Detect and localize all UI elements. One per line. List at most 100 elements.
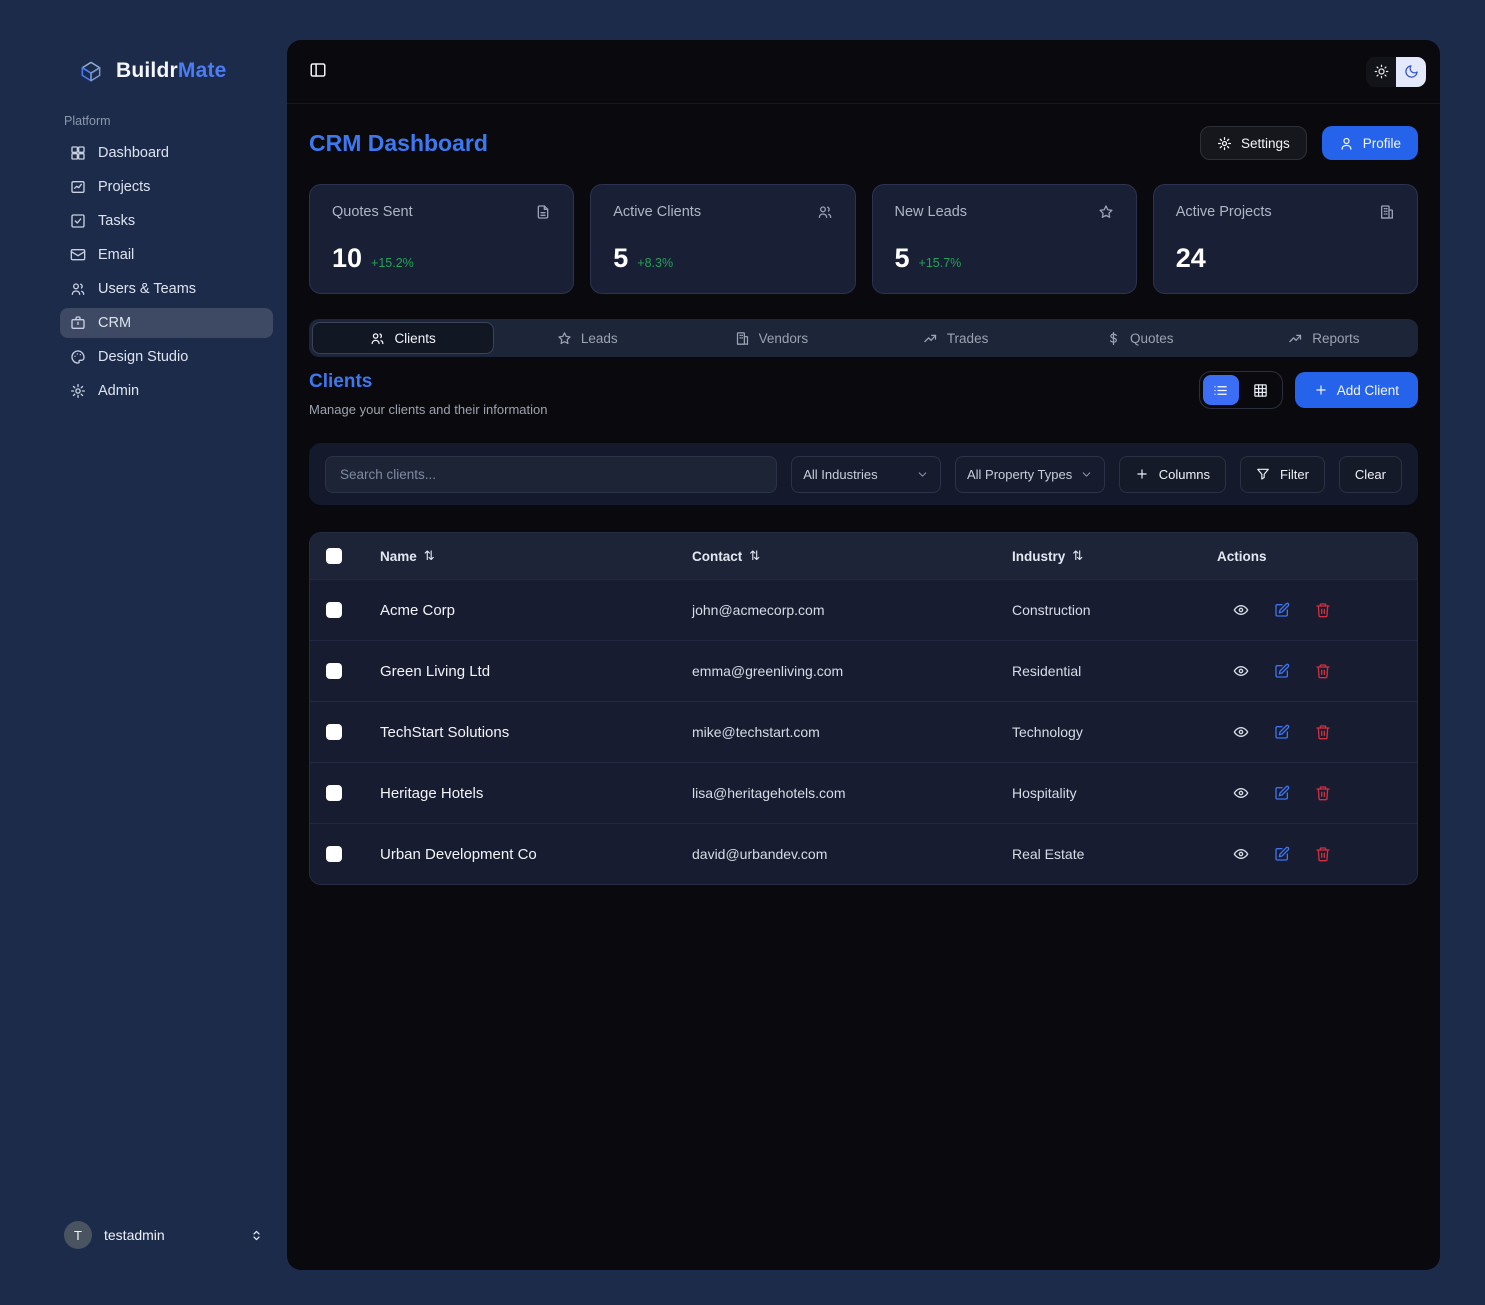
edit-client-button[interactable] (1272, 661, 1292, 681)
trash-icon (1316, 847, 1330, 862)
table-row: Acme Corp john@acmecorp.com Construction (310, 579, 1417, 640)
edit-client-button[interactable] (1272, 722, 1292, 742)
view-client-button[interactable] (1231, 600, 1251, 620)
view-client-button[interactable] (1231, 844, 1251, 864)
profile-button[interactable]: Profile (1321, 126, 1418, 160)
sidebar-item-crm[interactable]: CRM (60, 308, 273, 338)
property-type-filter-dropdown[interactable]: All Property Types (954, 455, 1105, 493)
sidebar-item-dashboard[interactable]: Dashboard (60, 138, 273, 168)
edit-pencil-icon (1275, 602, 1290, 617)
grid-view-button[interactable] (1243, 375, 1279, 405)
edit-pencil-icon (1275, 724, 1290, 739)
tab-quotes[interactable]: Quotes (1049, 322, 1231, 354)
client-name: Heritage Hotels (380, 784, 484, 802)
eye-icon (1233, 605, 1249, 615)
client-name: Urban Development Co (380, 845, 537, 863)
trending-up-icon (1289, 334, 1302, 342)
row-checkbox[interactable] (326, 785, 342, 801)
row-checkbox[interactable] (326, 602, 342, 618)
table-row: TechStart Solutions mike@techstart.com T… (310, 701, 1417, 762)
column-header-actions: Actions (1217, 548, 1267, 564)
edit-client-button[interactable] (1272, 783, 1292, 803)
tab-reports[interactable]: Reports (1233, 322, 1415, 354)
dark-mode-button[interactable] (1396, 56, 1426, 87)
sort-icon: ⇅ (423, 548, 435, 564)
delete-client-button[interactable] (1313, 844, 1333, 864)
client-industry: Construction (1012, 602, 1091, 618)
tab-leads[interactable]: Leads (496, 322, 678, 354)
sidebar-item-design-studio[interactable]: Design Studio (60, 342, 273, 372)
tab-clients[interactable]: Clients (312, 322, 495, 354)
client-contact: david@urbandev.com (692, 846, 828, 862)
stat-label: Active Projects (1175, 204, 1272, 220)
view-client-button[interactable] (1231, 722, 1251, 742)
check-square-icon (71, 214, 85, 228)
sidebar-item-label: Design Studio (98, 349, 189, 365)
filter-button[interactable]: Filter (1240, 455, 1325, 493)
section-title: Clients (309, 371, 373, 392)
sidebar-section-label: Platform (64, 114, 111, 128)
row-checkbox[interactable] (326, 663, 342, 679)
stat-value: 5 (613, 243, 629, 273)
search-input[interactable] (325, 455, 778, 493)
sidebar-item-admin[interactable]: Admin (60, 376, 273, 406)
building-icon (1381, 205, 1393, 219)
trash-icon (1316, 786, 1330, 801)
delete-client-button[interactable] (1313, 722, 1333, 742)
sidebar-toggle-button[interactable] (305, 57, 331, 86)
delete-client-button[interactable] (1313, 783, 1333, 803)
stats-row: Quotes Sent 10 +15.2% Active Clients 5 +… (309, 184, 1418, 294)
view-client-button[interactable] (1231, 783, 1251, 803)
columns-button[interactable]: Columns (1118, 455, 1227, 493)
industry-filter-dropdown[interactable]: All Industries (791, 455, 941, 493)
stat-card-active-projects: Active Projects 24 (1152, 184, 1418, 294)
row-checkbox[interactable] (326, 724, 342, 740)
chevron-down-icon (918, 471, 927, 477)
column-header-name[interactable]: Name ⇅ (380, 548, 435, 564)
sidebar-item-email[interactable]: Email (60, 240, 273, 270)
delete-client-button[interactable] (1313, 661, 1333, 681)
table-row: Heritage Hotels lisa@heritagehotels.com … (310, 762, 1417, 823)
chevrons-up-down-icon (253, 1230, 260, 1240)
sidebar: BuildrMate Platform Dashboard Projects T… (0, 0, 287, 1305)
stat-card-quotes-sent: Quotes Sent 10 +15.2% (309, 184, 575, 294)
column-header-contact[interactable]: Contact ⇅ (692, 548, 761, 564)
client-name: TechStart Solutions (380, 723, 510, 741)
client-industry: Hospitality (1012, 785, 1077, 801)
select-all-checkbox[interactable] (326, 548, 342, 564)
view-client-button[interactable] (1231, 661, 1251, 681)
stat-label: Quotes Sent (332, 204, 413, 220)
sidebar-item-tasks[interactable]: Tasks (60, 206, 273, 236)
moon-icon (1404, 65, 1418, 78)
clients-table: Name ⇅ Contact ⇅ Industry ⇅ Actions Acme Co… (309, 532, 1418, 885)
sidebar-item-label: Admin (98, 383, 140, 399)
stat-delta: +8.3% (637, 256, 674, 270)
palette-icon (71, 350, 85, 364)
sidebar-item-projects[interactable]: Projects (60, 172, 273, 202)
clear-button[interactable]: Clear (1338, 455, 1402, 493)
brand-logo: BuildrMate (0, 0, 287, 84)
sidebar-nav: Dashboard Projects Tasks Email Users & T… (0, 138, 287, 406)
user-menu[interactable]: T testadmin (64, 1221, 264, 1249)
client-name: Green Living Ltd (380, 662, 491, 680)
delete-client-button[interactable] (1313, 600, 1333, 620)
sort-icon: ⇅ (1072, 548, 1084, 564)
users-icon (372, 332, 384, 344)
column-header-industry[interactable]: Industry ⇅ (1012, 548, 1084, 564)
tab-trades[interactable]: Trades (865, 322, 1047, 354)
plus-icon (1316, 385, 1326, 395)
add-client-button[interactable]: Add Client (1294, 372, 1418, 408)
edit-client-button[interactable] (1272, 600, 1292, 620)
sidebar-item-users-teams[interactable]: Users & Teams (60, 274, 273, 304)
edit-client-button[interactable] (1272, 844, 1292, 864)
sun-icon (1374, 64, 1388, 79)
sidebar-item-label: Tasks (98, 213, 136, 229)
tab-vendors[interactable]: Vendors (680, 322, 862, 354)
client-contact: mike@techstart.com (692, 724, 820, 740)
settings-button[interactable]: Settings (1199, 126, 1307, 160)
list-view-button[interactable] (1202, 375, 1239, 405)
sort-icon: ⇅ (749, 548, 761, 564)
document-icon (537, 205, 549, 219)
row-checkbox[interactable] (326, 846, 342, 862)
light-mode-button[interactable] (1366, 56, 1396, 87)
